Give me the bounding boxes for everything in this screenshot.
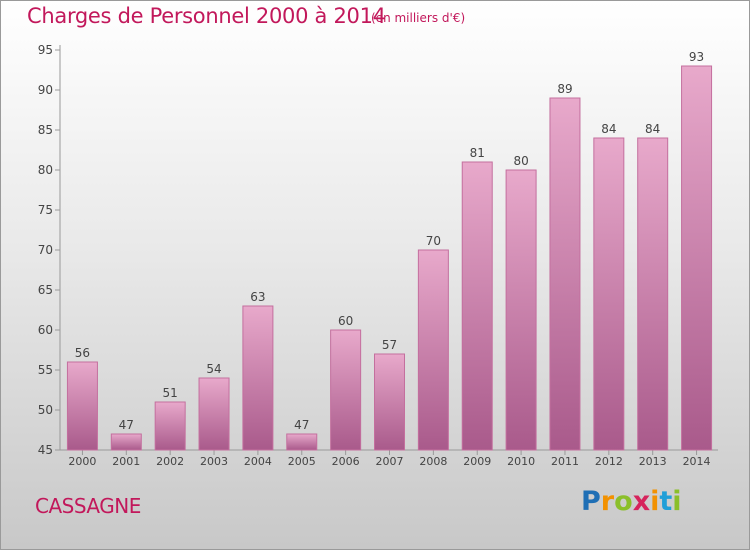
logo-letter: i — [650, 486, 660, 517]
x-tick-label: 2003 — [200, 455, 228, 468]
bar — [549, 97, 581, 451]
bar-value-label: 89 — [557, 82, 572, 96]
commune-name: CASSAGNE — [35, 494, 141, 518]
x-tick-label: 2006 — [332, 455, 360, 468]
bar-value-label: 47 — [119, 418, 134, 432]
y-tick-label: 80 — [38, 163, 53, 177]
x-tick-label: 2004 — [244, 455, 272, 468]
x-tick-label: 2012 — [595, 455, 623, 468]
bar-value-label: 54 — [206, 362, 221, 376]
bar — [593, 137, 625, 451]
y-tick-label: 50 — [38, 403, 53, 417]
bar — [681, 65, 713, 451]
bar-value-label: 93 — [689, 50, 704, 64]
x-tick-label: 2001 — [112, 455, 140, 468]
y-tick-label: 60 — [38, 323, 53, 337]
y-tick-label: 55 — [38, 363, 53, 377]
bar-value-label: 84 — [645, 122, 660, 136]
logo-letter: i — [672, 486, 682, 517]
bar-value-label: 57 — [382, 338, 397, 352]
bar — [417, 249, 449, 451]
bar — [66, 361, 98, 451]
bar — [505, 169, 537, 451]
proxiti-logo[interactable]: Proxiti — [581, 486, 682, 517]
bar — [286, 433, 318, 451]
y-tick-label: 75 — [38, 203, 53, 217]
x-tick-label: 2014 — [683, 455, 711, 468]
y-tick-label: 90 — [38, 83, 53, 97]
logo-letter: P — [581, 486, 601, 517]
x-tick-label: 2000 — [68, 455, 96, 468]
y-tick-label: 70 — [38, 243, 53, 257]
bar — [198, 377, 230, 451]
bar-value-label: 51 — [163, 386, 178, 400]
bar — [461, 161, 493, 451]
x-tick-label: 2005 — [288, 455, 316, 468]
chart-subtitle: (en milliers d'€) — [371, 11, 466, 25]
bar-value-label: 70 — [426, 234, 441, 248]
x-tick-label: 2002 — [156, 455, 184, 468]
bar-value-label: 81 — [470, 146, 485, 160]
bar — [242, 305, 274, 451]
bar — [110, 433, 142, 451]
bar — [374, 353, 405, 451]
logo-letter: r — [600, 486, 615, 517]
logo-letter: x — [632, 486, 651, 517]
x-tick-label: 2013 — [639, 455, 667, 468]
x-tick-label: 2011 — [551, 455, 579, 468]
bar — [154, 401, 186, 451]
bar — [330, 329, 362, 451]
bar-value-label: 60 — [338, 314, 353, 328]
y-tick-label: 45 — [38, 443, 53, 457]
y-tick-label: 85 — [38, 123, 53, 137]
logo-letter: t — [659, 486, 673, 517]
bar — [637, 137, 669, 451]
y-tick-label: 65 — [38, 283, 53, 297]
y-tick-label: 95 — [38, 43, 53, 57]
logo-letter: o — [614, 486, 633, 517]
x-tick-label: 2010 — [507, 455, 535, 468]
chart-title: Charges de Personnel 2000 à 2014 — [27, 4, 386, 28]
x-tick-label: 2007 — [376, 455, 404, 468]
x-tick-label: 2009 — [463, 455, 491, 468]
bar-value-label: 56 — [75, 346, 90, 360]
bar-value-label: 63 — [250, 290, 265, 304]
bar-value-label: 80 — [513, 154, 528, 168]
x-tick-label: 2008 — [419, 455, 447, 468]
bar-value-label: 84 — [601, 122, 616, 136]
bar-value-label: 47 — [294, 418, 309, 432]
